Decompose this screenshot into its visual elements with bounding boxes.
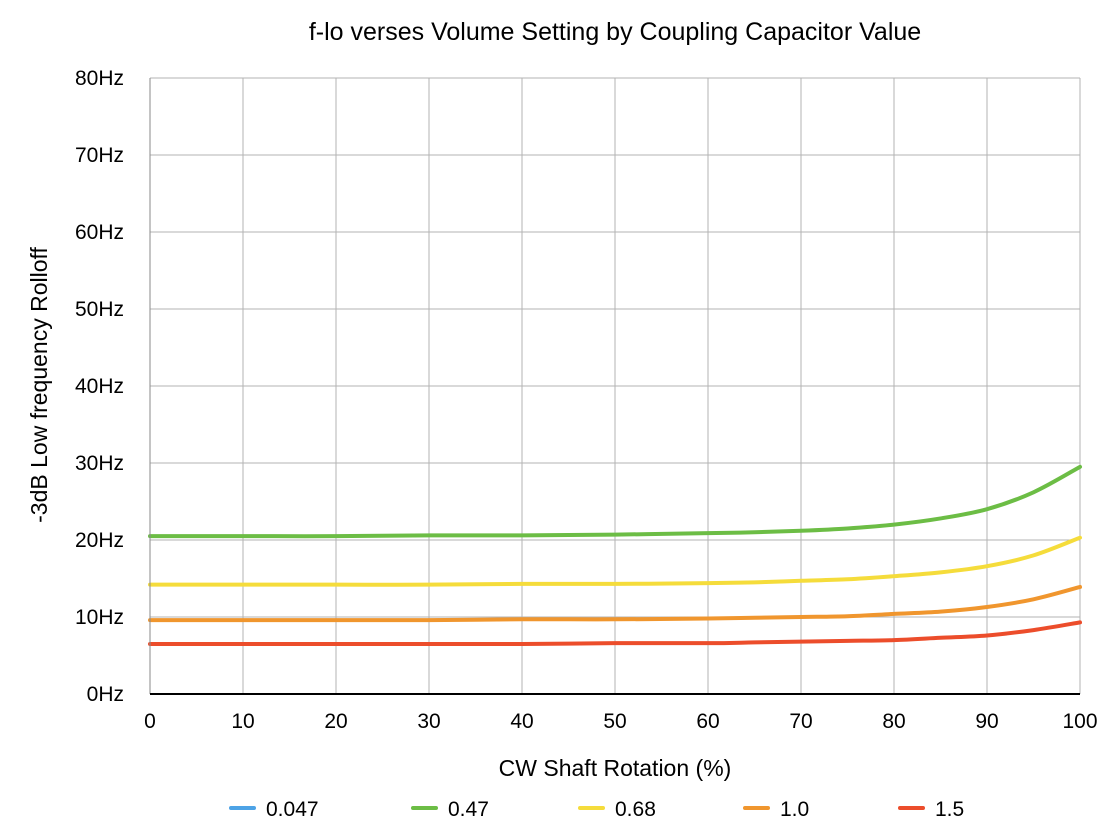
x-tick-label: 70: [789, 710, 812, 733]
y-tick-label: 0Hz: [87, 683, 124, 706]
y-tick-label: 80Hz: [75, 67, 124, 90]
y-tick-label: 60Hz: [75, 221, 124, 244]
series-lines: [148, 464, 1082, 647]
legend-item-1-0: 1.0: [743, 798, 809, 821]
y-tick-label: 50Hz: [75, 298, 124, 321]
legend-item-1-5: 1.5: [898, 798, 964, 821]
series-line-0-47: [148, 464, 1082, 539]
legend-label: 0.68: [615, 798, 656, 821]
series-line-1-5: [148, 620, 1082, 647]
legend: 0.047 0.47 0.68 1.0 1.5: [229, 798, 964, 821]
grid: [150, 77, 1081, 694]
x-tick-label: 30: [417, 710, 440, 733]
x-tick-label: 0: [144, 710, 156, 733]
x-tick-label: 60: [696, 710, 719, 733]
tick-labels: 0 10 20 30 40 50 60 70 80 90 100 0Hz 10Hz 20Hz 30Hz 40H…: [75, 67, 1098, 733]
x-tick-label: 20: [324, 710, 347, 733]
legend-label: 1.0: [780, 798, 809, 821]
legend-label: 1.5: [935, 798, 964, 821]
x-tick-label: 80: [882, 710, 905, 733]
x-tick-label: 50: [603, 710, 626, 733]
legend-item-0-68: 0.68: [578, 798, 656, 821]
x-tick-label: 90: [975, 710, 998, 733]
y-tick-label: 20Hz: [75, 529, 124, 552]
x-tick-label: 40: [510, 710, 533, 733]
axes: [149, 78, 1080, 695]
legend-label: 0.47: [448, 798, 489, 821]
legend-item-0-047: 0.047: [229, 798, 319, 821]
legend-item-0-47: 0.47: [411, 798, 489, 821]
y-tick-label: 10Hz: [75, 606, 124, 629]
series-line-0-68: [148, 535, 1082, 587]
y-tick-label: 70Hz: [75, 144, 124, 167]
chart-title: f-lo verses Volume Setting by Coupling C…: [309, 18, 921, 46]
x-tick-label: 10: [231, 710, 254, 733]
legend-label: 0.047: [266, 798, 319, 821]
y-axis-label: -3dB Low frequency Rolloff: [26, 247, 52, 523]
y-tick-label: 30Hz: [75, 452, 124, 475]
y-tick-label: 40Hz: [75, 375, 124, 398]
series-line-1-0: [148, 584, 1082, 623]
x-axis-label: CW Shaft Rotation (%): [499, 755, 732, 781]
x-tick-label: 100: [1062, 710, 1097, 733]
